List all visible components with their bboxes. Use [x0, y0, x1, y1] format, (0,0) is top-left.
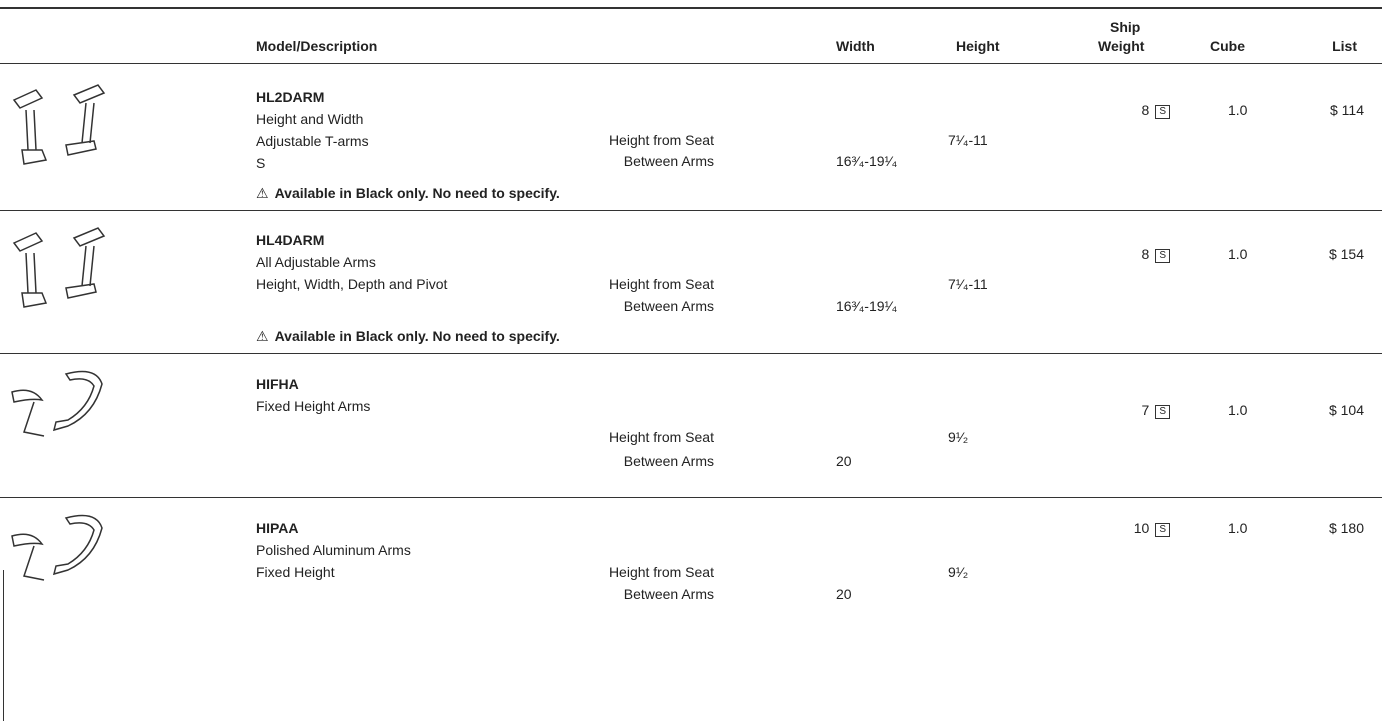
note: ⚠ Available in Black only. No need to spe… — [256, 184, 560, 202]
description-line: Height, Width, Depth and Pivot — [256, 276, 448, 292]
width-label: Between Arms — [623, 298, 714, 314]
product-image — [12, 227, 106, 308]
list-price: $ 154 — [1328, 246, 1364, 262]
cube-value: 1.0 — [1228, 246, 1248, 262]
header-weight: Weight — [1098, 38, 1145, 54]
product-image — [12, 84, 106, 165]
side-rule — [3, 570, 4, 721]
description-line: Polished Aluminum Arms — [256, 542, 411, 558]
list-price: $ 180 — [1328, 520, 1364, 536]
weight-code: S — [1155, 105, 1170, 119]
header-cube: Cube — [1210, 38, 1245, 54]
header-width: Width — [836, 38, 875, 54]
cube-value: 1.0 — [1228, 520, 1248, 536]
note-text: Available in Black only. No need to spec… — [274, 185, 560, 201]
width-label: Between Arms — [623, 153, 714, 169]
width-value: 20 — [836, 453, 852, 469]
width-value: 16³⁄₄-19¹⁄₄ — [836, 298, 898, 314]
cube-value: 1.0 — [1228, 102, 1248, 118]
height-value: 9¹⁄₂ — [948, 564, 969, 580]
height-label: Height from Seat — [608, 564, 714, 580]
height-value: 7¹⁄₄-11 — [948, 276, 988, 292]
product-image — [11, 514, 103, 581]
header-model: Model/Description — [256, 38, 378, 54]
warning-icon: ⚠ — [256, 185, 269, 201]
cube-value: 1.0 — [1228, 402, 1248, 418]
weight-value: 8 — [1141, 246, 1150, 262]
weight-code: S — [1155, 249, 1170, 263]
row-rule — [0, 210, 1382, 211]
model-name: HL2DARM — [256, 89, 325, 105]
height-value: 7¹⁄₄-11 — [948, 132, 988, 148]
weight-value: 7 — [1141, 402, 1150, 418]
header-list: List — [1332, 38, 1357, 54]
warning-icon: ⚠ — [256, 328, 269, 344]
description-line: Fixed Height — [256, 564, 335, 580]
height-value: 9¹⁄₂ — [948, 429, 969, 445]
header-height: Height — [956, 38, 1000, 54]
weight-value: 8 — [1141, 102, 1150, 118]
description-line: Adjustable T-arms — [256, 133, 369, 149]
product-image — [11, 370, 103, 437]
header-ship: Ship — [1110, 19, 1141, 35]
width-label: Between Arms — [623, 586, 714, 602]
model-name: HIFHA — [256, 376, 299, 392]
width-value: 20 — [836, 586, 852, 602]
top-rule — [0, 7, 1382, 9]
width-label: Between Arms — [623, 453, 714, 469]
model-name: HIPAA — [256, 520, 299, 536]
description-line: Height and Width — [256, 111, 364, 127]
model-name: HL4DARM — [256, 232, 325, 248]
ship-weight: 10 S — [1134, 519, 1170, 537]
note: ⚠ Available in Black only. No need to spe… — [256, 327, 560, 345]
height-label: Height from Seat — [608, 132, 714, 148]
header-rule — [0, 63, 1382, 64]
width-value: 16³⁄₄-19¹⁄₄ — [836, 153, 898, 169]
row-rule — [0, 353, 1382, 354]
description-line: Fixed Height Arms — [256, 398, 371, 414]
height-label: Height from Seat — [608, 276, 714, 292]
weight-code: S — [1155, 523, 1170, 537]
note-text: Available in Black only. No need to spec… — [274, 328, 560, 344]
row-rule — [0, 497, 1382, 498]
weight-code: S — [1155, 405, 1170, 419]
description-line: All Adjustable Arms — [256, 254, 376, 270]
description-line: S — [256, 155, 266, 171]
weight-value: 10 — [1133, 520, 1150, 536]
list-price: $ 104 — [1328, 402, 1364, 418]
height-label: Height from Seat — [608, 429, 714, 445]
list-price: $ 114 — [1330, 102, 1364, 118]
